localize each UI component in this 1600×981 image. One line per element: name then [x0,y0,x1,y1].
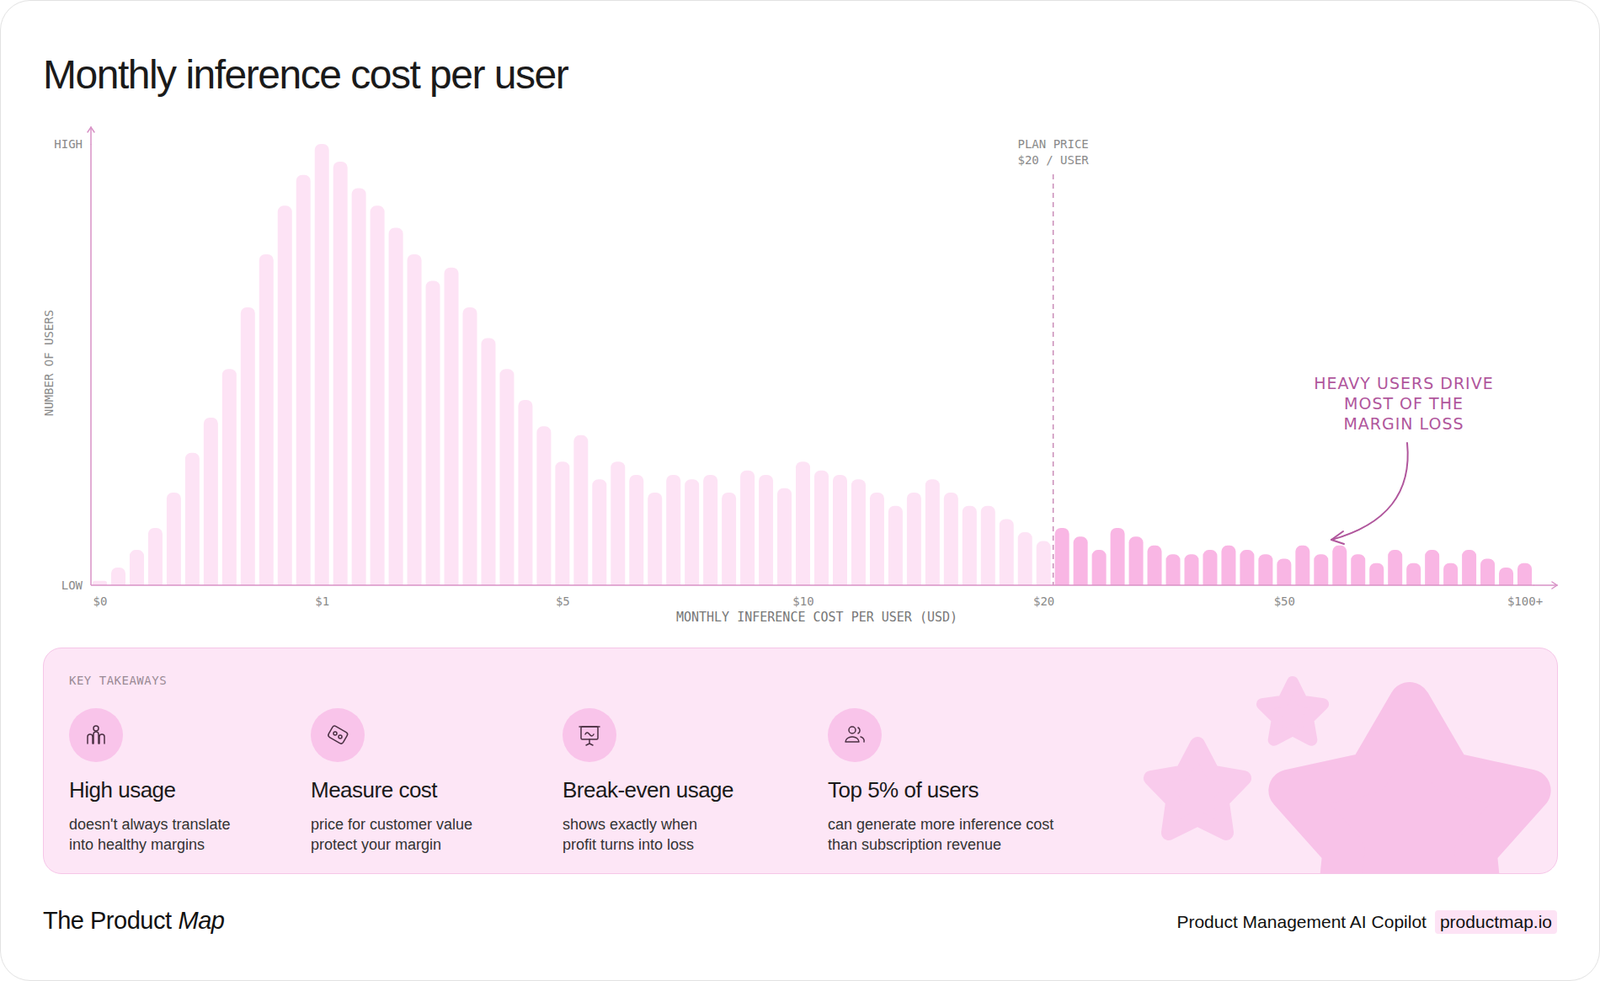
svg-text:$5: $5 [555,594,571,608]
svg-text:$50: $50 [1274,594,1296,608]
html-text:NUMBER OF USERS: NUMBER OF USERS [42,309,56,417]
svg-text:$100+: $100+ [1507,594,1543,608]
html-text:KEY TAKEAWAYS: KEY TAKEAWAYS [69,673,167,688]
svg-text:$20: $20 [1033,594,1055,608]
html-text:than subscription revenue: than subscription revenue [827,836,1002,854]
html-text:into healthy margins: into healthy margins [69,836,205,854]
svg-text:LOW: LOW [61,578,84,592]
html-text:doesn't always translate: doesn't always translate [69,816,231,833]
html-text:The Product Map: The Product Map [42,906,225,934]
html-text:Measure cost: Measure cost [310,777,438,803]
svg-text:$20 / USER: $20 / USER [1018,153,1090,167]
html-text:Break-even usage: Break-even usage [562,777,734,803]
html-text:shows exactly when: shows exactly when [562,816,698,833]
html-text:MOST OF THE: MOST OF THE [1344,394,1464,413]
svg-text:$0: $0 [93,594,108,608]
html-text:Product Management AI Copilot: Product Management AI Copilot [1176,912,1427,932]
svg-text:PLAN PRICE: PLAN PRICE [1018,137,1089,151]
html-text:productmap.io: productmap.io [1439,912,1552,932]
svg-text:$1: $1 [314,594,330,608]
html-text:profit turns into loss: profit turns into loss [562,836,694,854]
svg-text:HIGH: HIGH [53,137,83,151]
html-text:MONTHLY INFERENCE COST PER USE: MONTHLY INFERENCE COST PER USER (USD) [676,609,958,625]
html-text:price for customer value: price for customer value [310,816,473,833]
html-text:HEAVY USERS DRIVE: HEAVY USERS DRIVE [1313,373,1494,393]
html-text:can generate more inference co: can generate more inference cost [827,816,1054,833]
html-text:protect your margin: protect your margin [310,836,442,854]
html-text:High usage: High usage [69,777,176,803]
html-text:Top 5% of users: Top 5% of users [827,777,979,803]
svg-text:$10: $10 [792,594,814,608]
html-text:MARGIN LOSS: MARGIN LOSS [1343,414,1465,433]
html-text:Monthly inference cost per use: Monthly inference cost per user [42,52,568,97]
